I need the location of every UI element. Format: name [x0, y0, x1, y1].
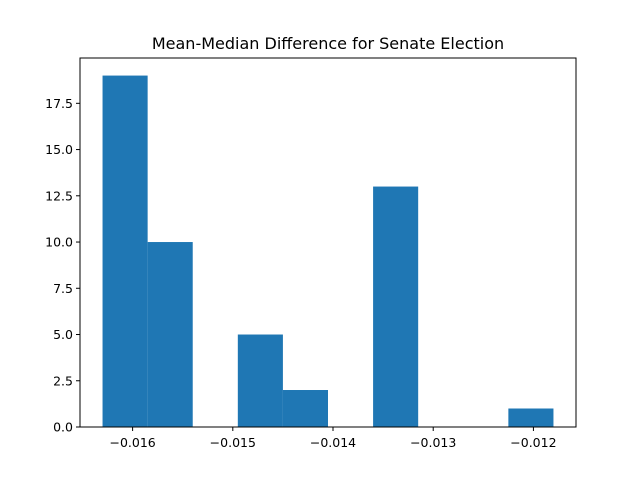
y-tick-label-6: 12.5	[45, 188, 73, 203]
histogram-bar-5	[282, 390, 328, 427]
histogram-bar-1	[102, 75, 148, 428]
bars-group	[102, 75, 554, 428]
y-axis: 0.0 2.5 5.0 7.5 10.0 12.5 15.0 17.5	[45, 96, 80, 435]
histogram-bar-4	[237, 334, 283, 427]
y-tick-label-5: 10.0	[45, 235, 73, 250]
y-tick-label-3: 5.0	[53, 327, 73, 342]
x-tick-label-2: −0.015	[210, 435, 256, 450]
histogram-bar-10	[508, 408, 554, 427]
x-tick-label-4: −0.013	[410, 435, 456, 450]
axes-frame	[79, 57, 577, 428]
y-tick-label-8: 17.5	[45, 96, 73, 111]
chart-title: Mean-Median Difference for Senate Electi…	[152, 34, 504, 53]
histogram-bar-2	[147, 242, 193, 427]
x-tick-label-3: −0.014	[310, 435, 356, 450]
x-tick-label-1: −0.016	[109, 435, 155, 450]
y-tick-label-2: 2.5	[53, 373, 73, 388]
y-tick-label-1: 0.0	[53, 420, 73, 435]
y-tick-label-7: 15.0	[45, 142, 73, 157]
x-axis: −0.016 −0.015 −0.014 −0.013 −0.012	[109, 427, 557, 450]
y-tick-label-4: 7.5	[53, 281, 73, 296]
histogram-bar-7	[373, 186, 419, 427]
x-tick-label-5: −0.012	[510, 435, 556, 450]
